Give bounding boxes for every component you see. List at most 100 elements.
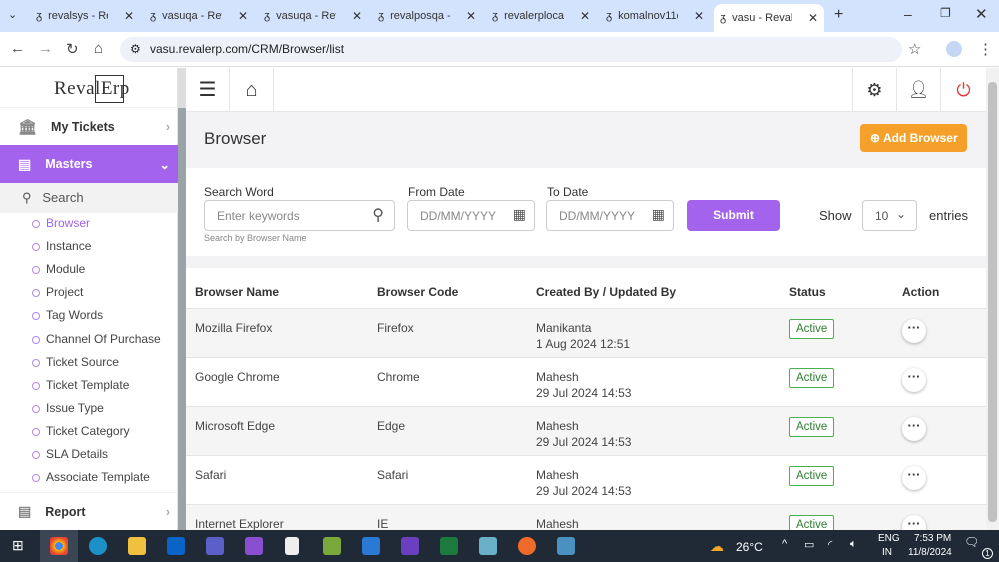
browser-tab[interactable]: ᵹ revalsys - Reva ✕ [30, 4, 140, 28]
volume-icon[interactable]: 🔈︎ [850, 538, 857, 550]
minimize-button[interactable]: – [904, 6, 912, 22]
region[interactable]: IN [882, 547, 892, 558]
forward-icon[interactable]: → [38, 40, 53, 57]
sidebar-item-tag-words[interactable]: Tag Words [31, 308, 104, 323]
menu-icon[interactable]: ⋮ [978, 41, 993, 58]
browser-tab[interactable]: ᵹ revalposqa - R ✕ [372, 4, 482, 28]
file-explorer-icon[interactable] [128, 537, 146, 555]
submit-button[interactable]: Submit [687, 200, 780, 231]
site-info-icon[interactable]: ⚙ [130, 42, 141, 56]
close-tab-icon[interactable]: ✕ [465, 9, 476, 23]
postman-icon[interactable] [518, 537, 536, 555]
language[interactable]: ENG [878, 533, 900, 544]
back-icon[interactable]: ← [10, 40, 25, 57]
weather-icon[interactable]: ☁ [710, 538, 724, 554]
sidebar-item-ticket-category[interactable]: Ticket Category [32, 423, 130, 438]
more-actions-icon[interactable]: ··· [902, 466, 926, 490]
app-icon[interactable] [557, 537, 575, 555]
chrome-icon[interactable] [50, 537, 68, 555]
add-browser-button[interactable]: ⊕ Add Browser [860, 124, 967, 152]
sidebar-item-issue-type[interactable]: Issue Type [32, 400, 104, 415]
search-input[interactable]: Enter keywords ⚲ [204, 200, 395, 231]
close-tab-icon[interactable]: ✕ [807, 11, 818, 25]
created-by-name: Mahesh [536, 517, 579, 530]
edge-icon[interactable] [89, 537, 107, 555]
restore-button[interactable]: ❐ [940, 6, 951, 20]
clock-time[interactable]: 7:53 PM [914, 533, 952, 544]
notification-icon[interactable]: 🗨︎ [964, 535, 980, 549]
browser-tab[interactable]: ᵹ revalerplocal ✕ [486, 4, 596, 28]
close-tab-icon[interactable]: ✕ [579, 9, 590, 23]
browser-name: Microsoft Edge [195, 419, 276, 433]
windows-start-icon[interactable]: ⊞ [12, 537, 24, 553]
settings-icon[interactable]: ⚙ [852, 68, 896, 112]
close-tab-icon[interactable]: ✕ [693, 9, 704, 23]
entries-select[interactable]: 10 ⌄ [862, 200, 917, 231]
nav-report[interactable]: ▤ Report › [0, 492, 178, 530]
nav-masters[interactable]: ▤ Masters ⌄ [0, 145, 178, 183]
new-tab-button[interactable]: + [834, 6, 844, 23]
reload-icon[interactable]: ↻ [66, 41, 79, 58]
col-browser-code[interactable]: Browser Code [377, 285, 459, 299]
battery-icon[interactable]: ▭ [804, 539, 815, 551]
sidebar-item-browser[interactable]: Browser [31, 216, 91, 230]
power-icon[interactable]: ⏻ [940, 68, 986, 112]
tab-list-icon[interactable]: ⌄ [8, 9, 18, 21]
home-icon[interactable]: ⌂ [230, 68, 274, 112]
snip-icon[interactable] [323, 537, 341, 555]
outlook-icon[interactable] [167, 537, 185, 555]
col-action[interactable]: Action [902, 285, 940, 299]
page-scroll-thumb[interactable] [988, 82, 997, 522]
calendar-icon[interactable]: ▦ [512, 206, 526, 222]
close-tab-icon[interactable]: ✕ [237, 9, 248, 23]
chevron-up-icon[interactable]: ^ [782, 538, 788, 550]
col-created-by[interactable]: Created By / Updated By [536, 285, 677, 299]
app-icon[interactable] [479, 537, 497, 555]
browser-tab[interactable]: ᵹ komalnov11q ✕ [600, 4, 710, 28]
sidebar-scroll-thumb[interactable] [178, 108, 186, 530]
more-actions-icon[interactable]: ··· [902, 319, 926, 343]
clock-date[interactable]: 11/8/2024 [908, 547, 952, 558]
hamburger-icon[interactable]: ☰ [186, 68, 230, 112]
sidebar-item-associate-template[interactable]: Associate Template [32, 470, 150, 485]
sidebar-item-module[interactable]: Module [31, 262, 86, 277]
sidebar-item-sla-details[interactable]: SLA Details [31, 447, 109, 461]
visual-studio-icon[interactable] [245, 537, 263, 555]
more-actions-icon[interactable]: ··· [902, 368, 926, 392]
chevron-right-icon: › [165, 504, 170, 519]
sidebar-item-ticket-template[interactable]: Ticket Template [31, 377, 130, 392]
browser-tab[interactable]: ᵹ vasuqa - Reva ✕ [144, 4, 254, 28]
wifi-icon[interactable]: ◜ [828, 539, 833, 551]
search-placeholder: Search [42, 190, 84, 205]
sidebar-item-ticket-source[interactable]: Ticket Source [32, 354, 119, 369]
browser-tab[interactable]: ᵹ vasuqa - Reva ✕ [258, 4, 368, 28]
close-tab-icon[interactable]: ✕ [351, 9, 362, 23]
sidebar-search[interactable]: ⚲ Search [0, 183, 178, 213]
close-window-button[interactable]: ✕ [975, 6, 988, 23]
user-icon[interactable]: 👤︎ [896, 68, 940, 112]
bookmark-star-icon[interactable]: ☆ [908, 41, 922, 58]
notepad-icon[interactable] [285, 537, 299, 555]
app-icon[interactable] [362, 537, 380, 555]
excel-icon[interactable] [440, 537, 458, 555]
sidebar-item-instance[interactable]: Instance [31, 239, 92, 254]
home-icon[interactable]: ⌂ [94, 40, 104, 57]
col-status[interactable]: Status [789, 285, 826, 299]
sidebar-item-project[interactable]: Project [31, 285, 84, 300]
sidebar-item-channel-of-purchase[interactable]: Channel Of Purchase [32, 331, 161, 346]
more-actions-icon[interactable]: ··· [902, 417, 926, 441]
vs-code-icon[interactable] [401, 537, 419, 555]
to-date-input[interactable]: DD/MM/YYYY ▦ [546, 200, 674, 231]
calendar-icon[interactable]: ▦ [651, 206, 665, 222]
more-actions-icon[interactable]: ··· [902, 515, 926, 530]
teams-icon[interactable] [206, 537, 224, 555]
address-bar[interactable]: ⚙ vasu.revalerp.com/CRM/Browser/list [120, 37, 902, 62]
close-tab-icon[interactable]: ✕ [123, 9, 134, 23]
col-browser-name[interactable]: Browser Name [195, 285, 280, 299]
search-icon[interactable]: ⚲ [372, 207, 384, 224]
nav-my-tickets[interactable]: 🏛 My Tickets › [0, 107, 178, 145]
profile-avatar[interactable] [946, 41, 962, 57]
from-date-input[interactable]: DD/MM/YYYY ▦ [407, 200, 535, 231]
page-title: Browser [204, 129, 267, 148]
browser-tab[interactable]: ᵹ vasu - RevalER ✕ [714, 4, 824, 32]
